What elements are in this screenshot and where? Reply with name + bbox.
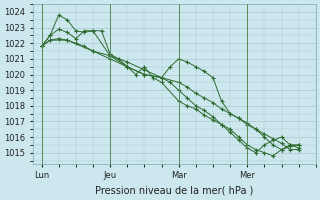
- X-axis label: Pression niveau de la mer( hPa ): Pression niveau de la mer( hPa ): [95, 186, 253, 196]
